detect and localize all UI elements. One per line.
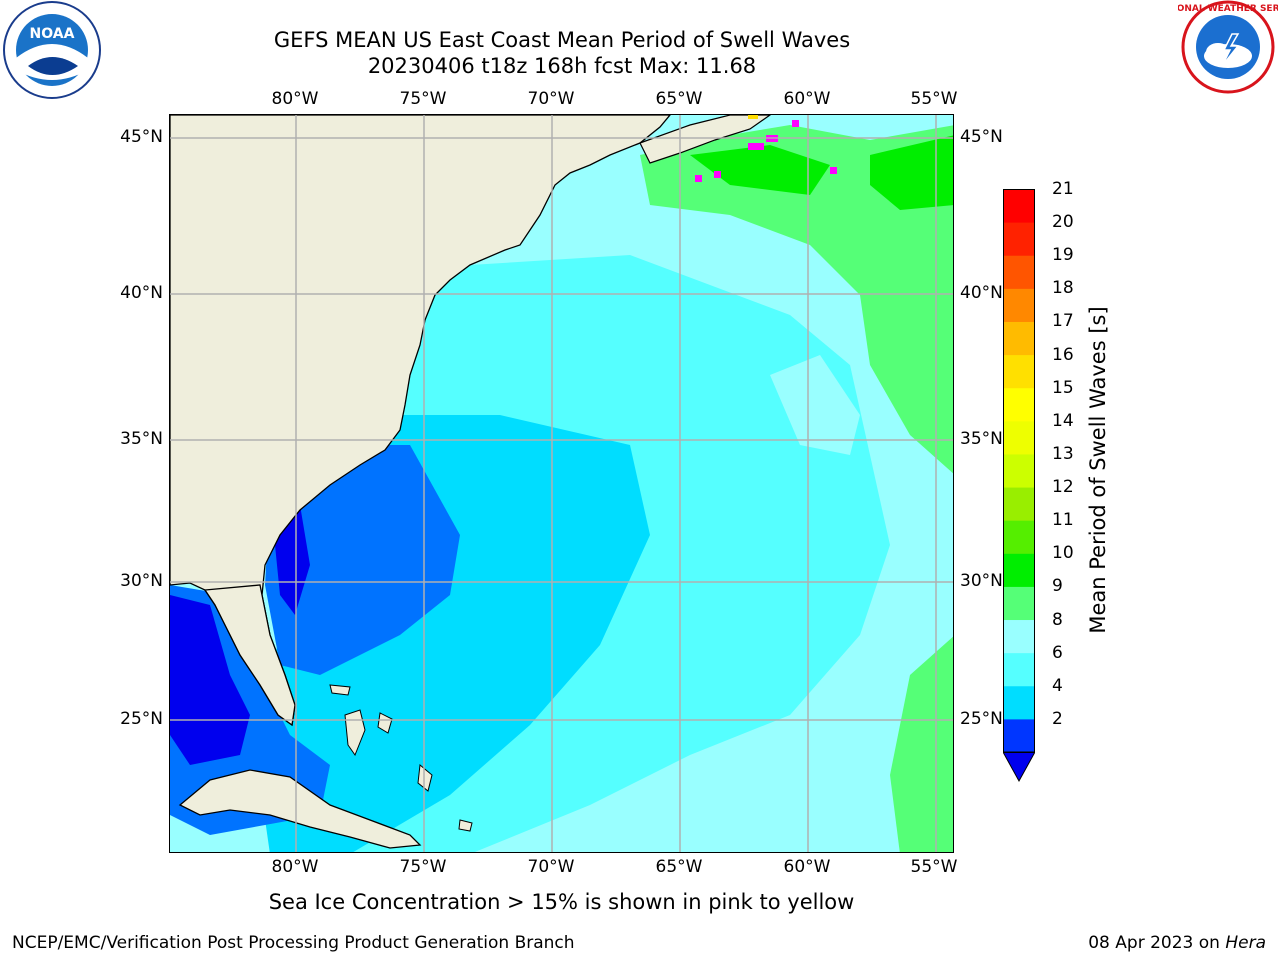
lon-tick-top: 55°W <box>910 89 958 109</box>
colorbar-segment <box>1003 288 1035 322</box>
colorbar-tick-label: 18 <box>1052 278 1074 299</box>
colorbar-tick-label: 16 <box>1052 344 1074 365</box>
sea-ice-marker <box>714 171 721 178</box>
nws-logo: NATIONAL WEATHER SERVICE <box>1178 0 1278 94</box>
lat-tick-right: 30°N <box>960 571 1003 591</box>
lon-tick-bottom: 75°W <box>399 857 447 877</box>
footer-credit: NCEP/EMC/Verification Post Processing Pr… <box>12 933 575 953</box>
footer-date-text: 08 Apr 2023 on <box>1088 933 1226 953</box>
lat-tick-left: 30°N <box>120 571 163 591</box>
colorbar-tick-label: 4 <box>1052 675 1063 696</box>
colorbar-tick-label: 17 <box>1052 311 1074 332</box>
land-turks <box>458 819 473 832</box>
lat-tick-right: 45°N <box>960 127 1003 147</box>
noaa-logo: NOAA <box>3 1 101 99</box>
lon-tick-bottom: 55°W <box>910 857 958 877</box>
lon-tick-bottom: 60°W <box>783 857 831 877</box>
sea-ice-marker-yellow <box>748 115 758 119</box>
colorbar-segment <box>1003 685 1035 720</box>
lon-tick-top: 80°W <box>271 89 319 109</box>
colorbar-segment <box>1003 354 1035 389</box>
colorbar-tick-label: 12 <box>1052 477 1074 498</box>
lat-tick-right: 40°N <box>960 283 1003 303</box>
lat-tick-right: 25°N <box>960 709 1003 729</box>
colorbar <box>1003 189 1035 783</box>
colorbar-tick-label: 6 <box>1052 642 1063 663</box>
swell-zone-8-9 <box>770 355 860 455</box>
swell-zone-9-10-south <box>890 636 953 852</box>
lon-tick-top: 60°W <box>783 89 831 109</box>
colorbar-border <box>1003 189 1035 753</box>
swell-zone-below-2 <box>170 595 250 765</box>
colorbar-segment <box>1003 189 1035 223</box>
svg-text:NATIONAL WEATHER SERVICE: NATIONAL WEATHER SERVICE <box>1178 4 1278 14</box>
lat-tick-left: 40°N <box>120 283 163 303</box>
sea-ice-note: Sea Ice Concentration > 15% is shown in … <box>268 890 855 914</box>
lon-tick-top: 75°W <box>399 89 447 109</box>
colorbar-extend-triangle <box>1003 751 1035 783</box>
graticule <box>170 115 953 852</box>
footer-date: 08 Apr 2023 on Hera <box>1088 933 1266 953</box>
lat-tick-left: 25°N <box>120 709 163 729</box>
colorbar-segment <box>1003 619 1035 654</box>
lon-tick-bottom: 80°W <box>271 857 319 877</box>
colorbar-tick-label: 20 <box>1052 212 1074 233</box>
sea-ice-marker <box>792 120 799 127</box>
colorbar-segment <box>1003 553 1035 587</box>
sea-ice-marker <box>748 143 764 150</box>
colorbar-segment <box>1003 222 1035 256</box>
chart-subtitle: 20230406 t18z 168h fcst Max: 11.68 <box>367 54 757 78</box>
land-bahamas-4 <box>417 764 433 792</box>
chart-title: GEFS MEAN US East Coast Mean Period of S… <box>273 28 851 52</box>
colorbar-segment <box>1003 420 1035 455</box>
colorbar-segment <box>1003 520 1035 554</box>
swell-zone-2-4 <box>265 445 460 675</box>
colorbar-tick-label: 11 <box>1052 510 1074 531</box>
colorbar-tick-label: 2 <box>1052 708 1063 729</box>
lon-tick-bottom: 70°W <box>527 857 575 877</box>
colorbar-tick-label: 21 <box>1052 179 1074 199</box>
map-canvas <box>170 115 953 852</box>
colorbar-segment <box>1003 453 1035 488</box>
colorbar-segment <box>1003 255 1035 289</box>
lat-tick-right: 35°N <box>960 429 1003 449</box>
colorbar-tick-label: 8 <box>1052 609 1063 630</box>
swell-zone-10-11-b <box>870 135 953 210</box>
footer-host: Hera <box>1225 933 1266 953</box>
lon-tick-bottom: 65°W <box>655 857 703 877</box>
colorbar-segment <box>1003 718 1035 753</box>
land-bahamas-2 <box>377 712 393 734</box>
colorbar-tick-label: 14 <box>1052 410 1074 431</box>
colorbar-tick-label: 13 <box>1052 443 1074 464</box>
lon-tick-top: 65°W <box>655 89 703 109</box>
swell-zone-10-11-a <box>690 145 830 195</box>
colorbar-label: Mean Period of Swell Waves [s] <box>1086 306 1110 634</box>
colorbar-segment <box>1003 487 1035 521</box>
map-panel <box>169 114 954 853</box>
land-florida <box>203 584 296 727</box>
lat-tick-left: 45°N <box>120 127 163 147</box>
sea-ice-marker <box>695 175 702 182</box>
colorbar-segment <box>1003 387 1035 422</box>
sea-ice-marker <box>830 167 837 174</box>
lat-tick-left: 35°N <box>120 429 163 449</box>
lon-tick-top: 70°W <box>527 89 575 109</box>
colorbar-tick-label: 9 <box>1052 576 1063 597</box>
colorbar-tick-label: 19 <box>1052 245 1074 266</box>
land-cuba <box>178 769 422 849</box>
land-bahamas <box>344 709 366 757</box>
swell-zone-9-10 <box>640 125 953 474</box>
colorbar-segment <box>1003 586 1035 621</box>
colorbar-tick-label: 15 <box>1052 377 1074 398</box>
land-bahamas-3 <box>329 684 351 696</box>
colorbar-segment <box>1003 652 1035 687</box>
colorbar-segment <box>1003 321 1035 356</box>
noaa-logo-text: NOAA <box>30 26 75 42</box>
land-nova-scotia <box>639 115 772 164</box>
colorbar-tick-label: 10 <box>1052 543 1074 564</box>
